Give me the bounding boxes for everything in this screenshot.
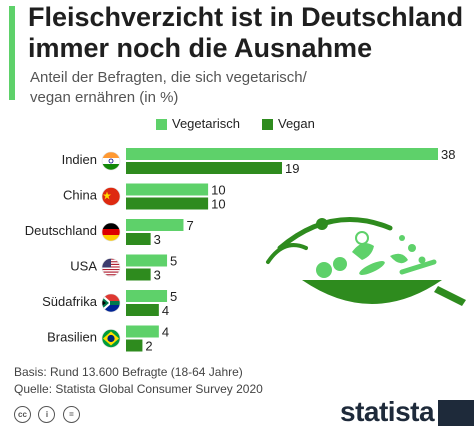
flag-china-icon-wrap <box>101 187 121 206</box>
bar-vegetarian <box>126 148 438 160</box>
page-title: Fleischverzicht ist in Deutschland immer… <box>28 2 468 64</box>
data-label-vegan: 19 <box>285 161 299 176</box>
subtitle-line-2: vegan ernähren (in %) <box>30 89 179 106</box>
category-label: China <box>63 188 98 203</box>
data-label-vegan: 10 <box>211 197 225 212</box>
flag-india-icon <box>102 152 120 170</box>
category-label: Deutschland <box>25 223 97 238</box>
flag-china-icon <box>102 187 120 206</box>
footer-basis: Basis: Rund 13.600 Befragte (18-64 Jahre… <box>14 365 243 379</box>
flag-germany-icon <box>102 223 120 241</box>
chart-footer: Basis: Rund 13.600 Befragte (18-64 Jahre… <box>14 364 263 398</box>
category-label: Brasilien <box>47 330 97 345</box>
data-label-vegan: 3 <box>154 232 161 247</box>
bar-vegan <box>126 162 282 174</box>
by-icon[interactable]: i <box>38 406 56 423</box>
data-label-vegan: 2 <box>145 339 152 354</box>
subtitle-line-1: Anteil der Befragten, die sich vegetaris… <box>30 69 307 86</box>
bar-vegan <box>126 197 209 210</box>
license-icons: cc i = <box>14 406 83 424</box>
title-line-1: Fleischverzicht ist in Deutschland <box>28 2 464 32</box>
flag-india-icon-ring <box>101 151 121 171</box>
brand-mark-icon <box>438 400 474 426</box>
cc-icon[interactable]: cc <box>14 406 31 423</box>
flag-usa-icon-ring <box>101 258 121 277</box>
legend-label-vegetarian: Vegetarisch <box>172 116 240 131</box>
brand-logo[interactable]: statista <box>340 396 435 427</box>
chart-row-2: Deutschland 7 3 <box>25 218 194 247</box>
flag-brazil-icon-wrap <box>101 329 121 348</box>
chart-row-4: Südafrika 54 <box>42 289 177 318</box>
chart-subtitle: Anteil der Befragten, die sich vegetaris… <box>30 68 450 108</box>
footer-source: Quelle: Statista Global Consumer Survey … <box>14 382 263 396</box>
vegetable-pan-icon <box>266 217 466 306</box>
flag-brazil-icon-ring <box>101 329 121 348</box>
chart-legend: Vegetarisch Vegan <box>0 114 474 134</box>
flag-south-africa-icon-ring <box>101 293 121 313</box>
flag-south-africa-icon-wrap <box>101 293 121 313</box>
equals-icon[interactable]: = <box>62 406 80 423</box>
data-label-vegan: 3 <box>154 268 161 283</box>
bar-vegetarian <box>126 219 184 231</box>
category-label: Südafrika <box>42 294 98 309</box>
bar-vegan <box>126 268 151 281</box>
flag-usa-icon-wrap <box>101 258 121 277</box>
chart-row-3: USA 53 <box>70 254 177 283</box>
bar-vegan <box>126 304 159 316</box>
legend-label-vegan: Vegan <box>278 116 315 131</box>
legend-swatch-vegetarian <box>156 119 167 130</box>
bar-vegetarian <box>126 325 159 338</box>
flag-china-icon-ring <box>101 187 121 206</box>
data-label-vegan: 4 <box>162 303 169 318</box>
category-label: USA <box>70 259 97 274</box>
data-label-vegetarian: 5 <box>170 289 177 304</box>
data-label-vegetarian: 10 <box>211 183 225 198</box>
data-label-vegetarian: 4 <box>162 325 169 340</box>
accent-bar <box>9 6 15 100</box>
bar-vegetarian <box>126 254 168 267</box>
flag-germany-icon-wrap <box>101 222 121 242</box>
chart-row-5: Brasilien 42 <box>47 325 169 354</box>
bar-vegetarian <box>126 183 209 196</box>
title-line-2: immer noch die Ausnahme <box>28 33 373 63</box>
flag-brazil-icon <box>102 329 120 348</box>
flag-germany-icon-ring <box>101 222 121 242</box>
category-label: Indien <box>62 152 97 167</box>
flag-south-africa-icon <box>102 294 120 312</box>
data-label-vegetarian: 38 <box>441 147 455 162</box>
flag-usa-icon <box>102 258 120 277</box>
bar-vegetarian <box>126 290 168 302</box>
bar-vegan <box>126 233 151 245</box>
flag-india-icon-wrap <box>101 151 121 171</box>
bar-vegan <box>126 339 143 352</box>
chart-row-0: Indien 38 19 <box>62 147 456 176</box>
data-label-vegetarian: 7 <box>186 218 193 233</box>
data-label-vegetarian: 5 <box>170 254 177 269</box>
legend-swatch-vegan <box>262 119 273 130</box>
